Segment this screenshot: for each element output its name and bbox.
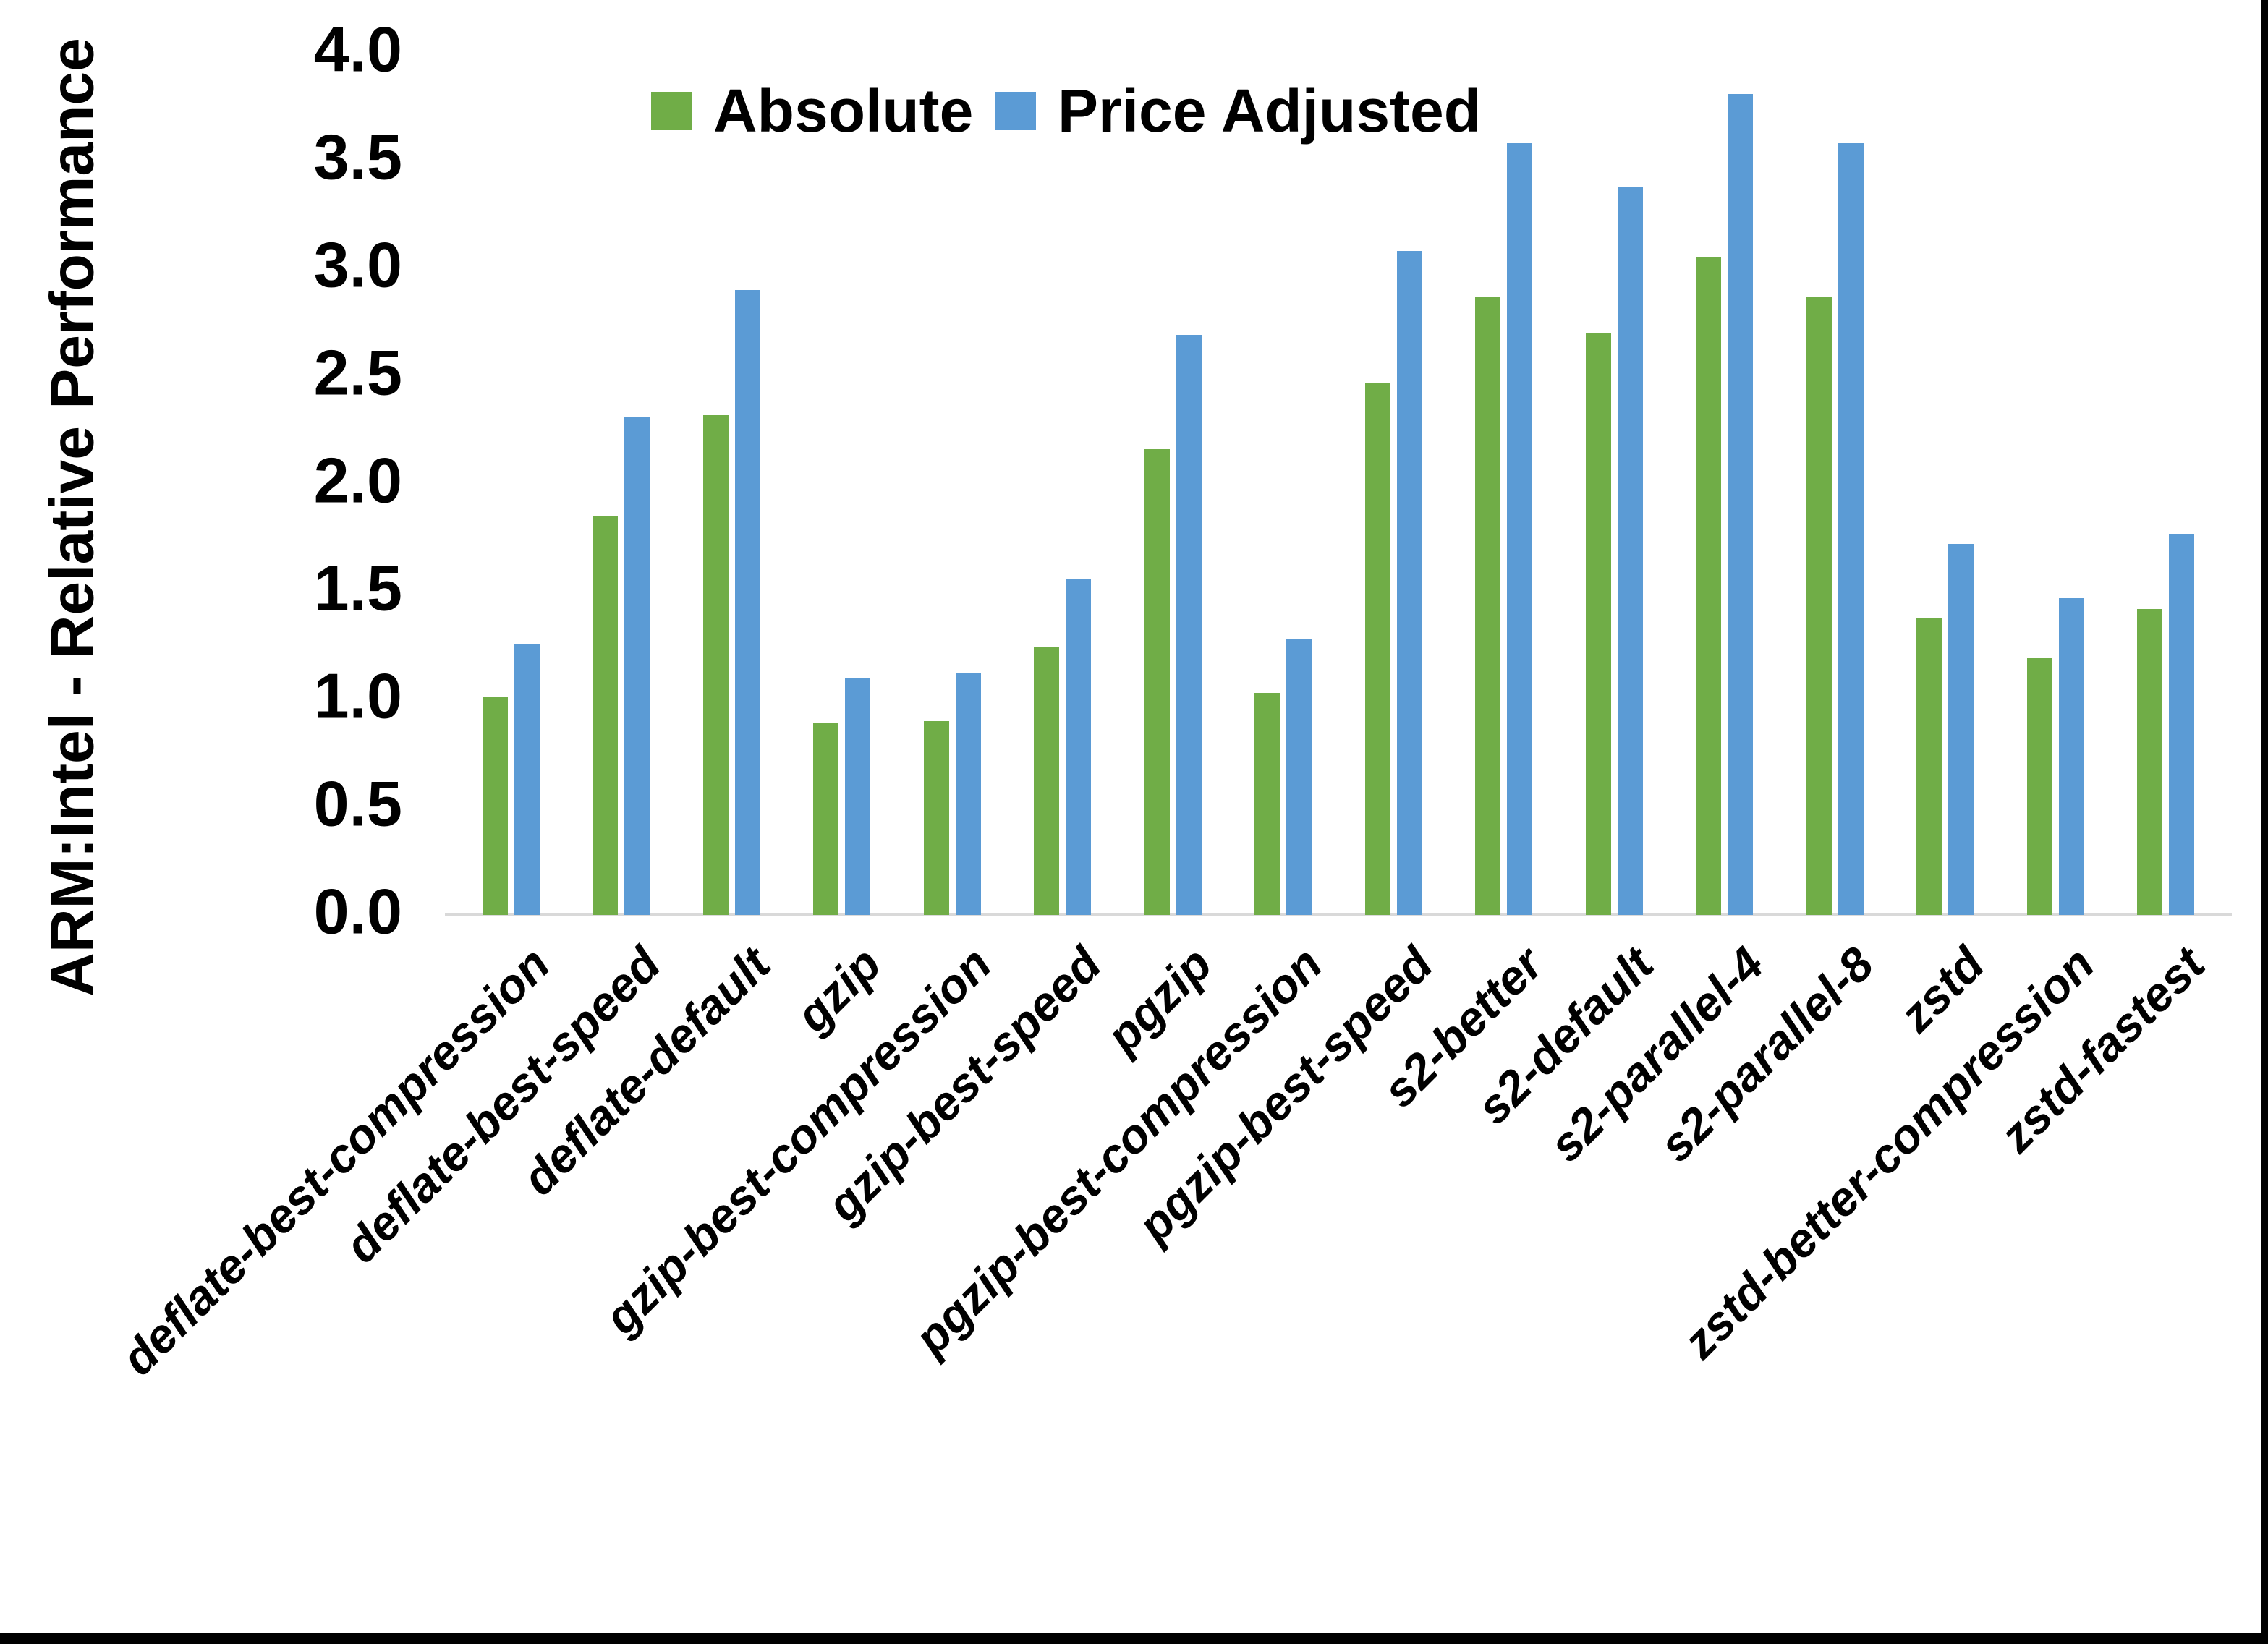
bar-absolute-pgzip-best-compression	[1254, 693, 1280, 915]
bar-price-adjusted-s2-parallel-4	[1728, 93, 1754, 915]
bar-price-adjusted-deflate-best-speed	[624, 417, 650, 915]
bar-absolute-pgzip-best-speed	[1364, 382, 1390, 915]
y-tick-label: 0.5	[313, 767, 402, 840]
bar-absolute-deflate-default	[702, 414, 729, 915]
bar-absolute-gzip	[813, 723, 839, 915]
x-tick-label: gzip	[785, 937, 891, 1042]
legend-label: Price Adjusted	[1058, 77, 1482, 145]
bar-price-adjusted-zstd	[1948, 544, 1974, 915]
legend-item-price-adjusted: Price Adjusted	[995, 80, 1481, 141]
bar-absolute-deflate-best-compression	[482, 697, 508, 915]
bar-absolute-s2-parallel-4	[1696, 257, 1722, 915]
legend-swatch-icon	[651, 91, 692, 130]
bar-absolute-zstd-fastest	[2137, 608, 2163, 915]
bar-absolute-deflate-best-speed	[593, 516, 619, 915]
bar-absolute-zstd-better-compression	[2026, 658, 2052, 915]
y-tick-label: 2.0	[313, 444, 402, 516]
bar-price-adjusted-pgzip	[1176, 335, 1202, 915]
bar-price-adjusted-zstd-better-compression	[2058, 597, 2084, 915]
legend-label: Absolute	[713, 77, 974, 145]
bar-price-adjusted-deflate-best-compression	[514, 643, 540, 915]
bar-price-adjusted-pgzip-best-speed	[1396, 251, 1422, 915]
x-tick-label: zstd	[1888, 937, 1995, 1042]
bar-price-adjusted-s2-parallel-8	[1838, 143, 1864, 915]
y-axis-title: ARM:Intel - Relative Performance	[38, 38, 106, 997]
bar-absolute-pgzip	[1144, 449, 1170, 915]
bar-absolute-s2-better	[1475, 296, 1501, 915]
bar-price-adjusted-deflate-default	[734, 289, 760, 915]
y-tick-label: 3.5	[313, 121, 402, 193]
y-tick-label: 1.5	[313, 552, 402, 624]
y-tick-label: 1.0	[313, 660, 402, 732]
y-tick-label: 2.5	[313, 336, 402, 409]
bar-absolute-s2-default	[1585, 333, 1611, 915]
frame-border-bottom	[0, 1633, 2268, 1644]
y-tick-label: 0.0	[313, 875, 402, 947]
y-tick-label: 4.0	[313, 13, 402, 85]
x-tick-label: deflate-best-compression	[111, 937, 560, 1386]
bar-price-adjusted-gzip-best-speed	[1066, 579, 1092, 915]
bar-absolute-gzip-best-speed	[1034, 647, 1060, 915]
y-tick-label: 3.0	[313, 229, 402, 301]
bar-price-adjusted-s2-better	[1507, 143, 1533, 915]
frame-border-right	[2261, 0, 2268, 1644]
legend-swatch-icon	[995, 91, 1036, 130]
bar-price-adjusted-s2-default	[1617, 186, 1643, 915]
bar-price-adjusted-pgzip-best-compression	[1286, 639, 1312, 915]
x-axis-line	[445, 913, 2232, 916]
bar-price-adjusted-gzip	[845, 678, 871, 915]
legend-item-absolute: Absolute	[651, 80, 973, 141]
bar-absolute-gzip-best-compression	[923, 720, 949, 915]
bar-price-adjusted-gzip-best-compression	[955, 673, 981, 915]
bar-absolute-zstd	[1916, 617, 1942, 915]
bar-absolute-s2-parallel-8	[1806, 296, 1832, 915]
bar-price-adjusted-zstd-fastest	[2169, 533, 2195, 915]
